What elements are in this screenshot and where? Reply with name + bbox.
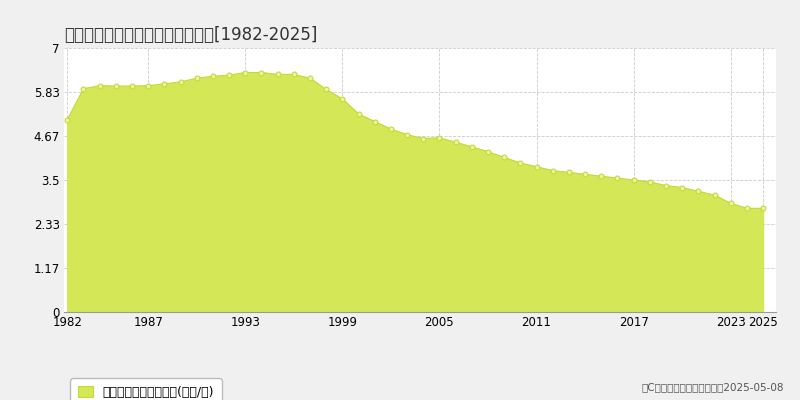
- Legend: 公示地価　平均坪単価(万円/坪): 公示地価 平均坪単価(万円/坪): [70, 378, 222, 400]
- Text: 中川郡幕別町寿町　公示地価推移[1982-2025]: 中川郡幕別町寿町 公示地価推移[1982-2025]: [64, 26, 318, 44]
- Text: （C）土地価格ドットコム　2025-05-08: （C）土地価格ドットコム 2025-05-08: [642, 382, 784, 392]
